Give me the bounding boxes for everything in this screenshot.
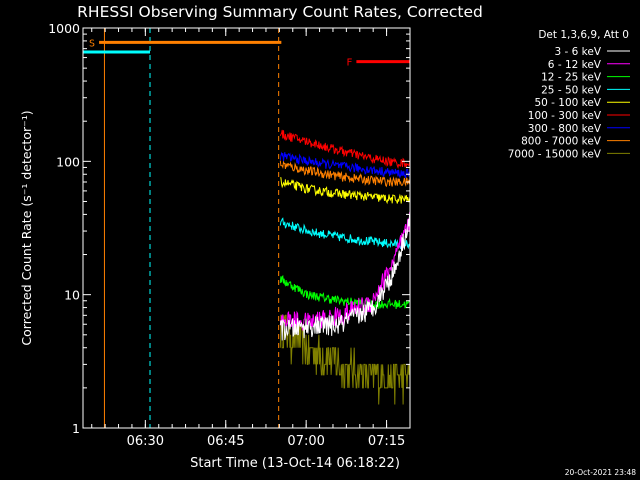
legend-title: Det 1,3,6,9, Att 0: [538, 29, 629, 41]
legend-label-5: 100 - 300 keV: [528, 110, 602, 122]
legend-label-4: 50 - 100 keV: [534, 97, 601, 109]
series-line-3: [279, 217, 410, 250]
legend-label-8: 7000 - 15000 keV: [508, 148, 602, 160]
series-line-4: [280, 177, 410, 205]
legend-label-1: 6 - 12 keV: [548, 59, 602, 71]
plot-frame: [82, 27, 411, 429]
y-tick-label-0: 1: [72, 421, 80, 436]
chart-title: RHESSI Observing Summary Count Rates, Co…: [77, 3, 483, 21]
plot-inner: SNF: [83, 28, 410, 428]
legend-label-2: 12 - 25 keV: [541, 72, 602, 84]
series-line-6: [279, 151, 410, 179]
legend-label-3: 25 - 50 keV: [541, 84, 602, 96]
series-line-7: [279, 160, 410, 188]
y-axis: 1 10 100 1000: [48, 21, 410, 436]
x-tick-label-0: 06:30: [127, 434, 164, 449]
plot-area: SNF: [83, 28, 410, 428]
y-tick-label-3: 1000: [48, 21, 80, 36]
legend-label-7: 800 - 7000 keV: [521, 136, 602, 148]
x-axis: 06:30 06:45 07:00 07:15: [91, 28, 405, 449]
series-line-2: [279, 274, 410, 310]
series-line-1: [279, 212, 410, 333]
legend-label-6: 300 - 800 keV: [528, 123, 602, 135]
series-line-5: [279, 129, 410, 169]
footer-timestamp: 20-Oct-2021 23:48: [565, 468, 636, 477]
series-line-0: [279, 213, 410, 341]
x-tick-label-2: 07:00: [287, 434, 324, 449]
y-tick-label-1: 10: [64, 288, 80, 303]
legend-label-0: 3 - 6 keV: [554, 46, 601, 58]
y-axis-label: Corrected Count Rate (s⁻¹ detector⁻¹): [19, 110, 34, 345]
annotation-label-0: S: [89, 38, 95, 49]
y-tick-label-2: 100: [56, 154, 80, 169]
x-tick-label-3: 07:15: [368, 434, 405, 449]
series-line-8: [279, 314, 410, 405]
annotation-label-2: F: [346, 58, 352, 69]
x-axis-label: Start Time (13-Oct-14 06:18:22): [190, 456, 400, 471]
x-tick-label-1: 06:45: [207, 434, 244, 449]
